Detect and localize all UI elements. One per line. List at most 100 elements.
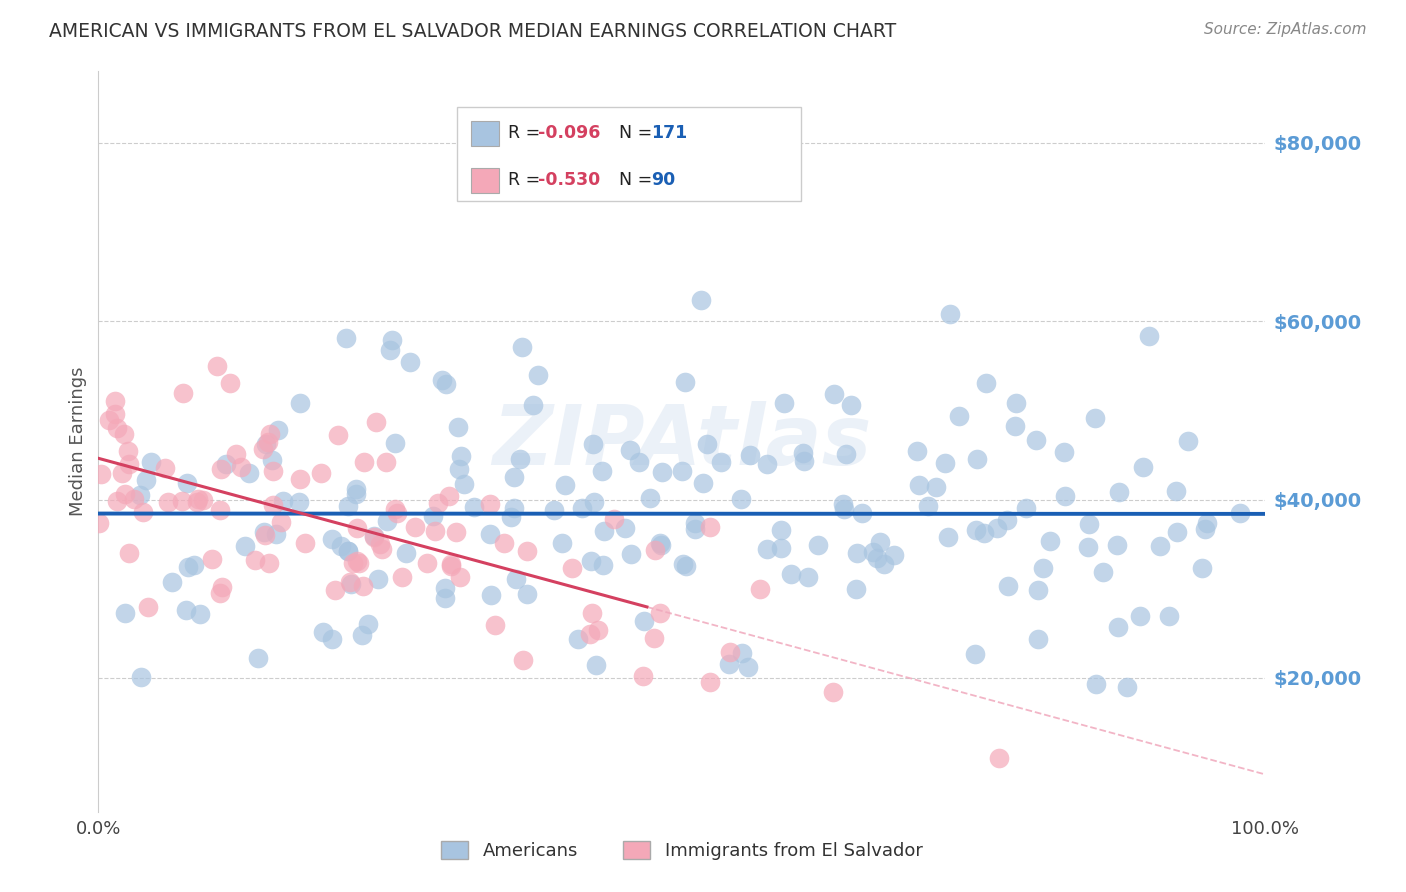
Point — [177, 559, 200, 574]
Point — [717, 657, 740, 672]
Point — [357, 617, 380, 632]
Point — [384, 502, 406, 516]
Point — [104, 407, 127, 421]
Point — [288, 472, 311, 486]
Point — [270, 515, 292, 529]
Point — [342, 556, 364, 570]
Point — [769, 523, 792, 537]
Point — [153, 460, 176, 475]
Point — [675, 558, 697, 573]
Point — [172, 494, 194, 508]
Text: N =: N = — [619, 171, 658, 189]
Point — [692, 475, 714, 490]
Point — [257, 556, 280, 570]
Point — [492, 536, 515, 550]
Point — [346, 487, 368, 501]
Text: N =: N = — [619, 124, 658, 142]
Text: ZIPAtlas: ZIPAtlas — [492, 401, 872, 482]
Point — [440, 558, 463, 573]
Point — [350, 628, 373, 642]
Point — [1105, 538, 1128, 552]
Point — [433, 591, 456, 605]
Point — [111, 466, 134, 480]
Point — [262, 464, 284, 478]
Point — [988, 751, 1011, 765]
Point — [368, 537, 391, 551]
Point — [371, 541, 394, 556]
Point — [374, 454, 396, 468]
Point — [391, 570, 413, 584]
Point — [252, 442, 274, 457]
Point — [346, 521, 368, 535]
Point — [1166, 525, 1188, 540]
Point — [638, 491, 661, 505]
Point — [516, 587, 538, 601]
Point — [938, 307, 960, 321]
Point — [294, 536, 316, 550]
Point — [98, 413, 121, 427]
Point — [219, 376, 242, 390]
Point — [211, 580, 233, 594]
Point — [502, 500, 524, 515]
Point — [188, 607, 211, 621]
Point — [135, 473, 157, 487]
Point — [321, 532, 343, 546]
Point — [183, 558, 205, 572]
Point — [238, 466, 260, 480]
Legend: Americans, Immigrants from El Salvador: Americans, Immigrants from El Salvador — [432, 832, 932, 870]
Point — [208, 503, 231, 517]
Text: -0.096: -0.096 — [538, 124, 600, 142]
Point — [201, 552, 224, 566]
Point — [512, 653, 534, 667]
Point — [209, 461, 232, 475]
Point — [132, 505, 155, 519]
Point — [1084, 411, 1107, 425]
Point — [264, 526, 287, 541]
Point — [377, 514, 399, 528]
Point — [510, 341, 533, 355]
Point — [905, 444, 928, 458]
Point — [965, 647, 987, 661]
Point — [516, 544, 538, 558]
Point — [1177, 434, 1199, 449]
Point — [648, 606, 671, 620]
Point — [505, 572, 527, 586]
Point — [1054, 489, 1077, 503]
Point — [770, 541, 793, 556]
Point — [259, 427, 281, 442]
Point — [1004, 418, 1026, 433]
Point — [948, 409, 970, 423]
Point — [1026, 632, 1049, 646]
Point — [112, 426, 135, 441]
Point — [1164, 483, 1187, 498]
Point — [176, 476, 198, 491]
Point — [807, 538, 830, 552]
Point — [650, 537, 672, 551]
Text: 90: 90 — [651, 171, 675, 189]
Point — [672, 558, 695, 572]
Point — [156, 494, 179, 508]
Point — [737, 659, 759, 673]
Point — [1077, 517, 1099, 532]
Point — [309, 466, 332, 480]
Point — [453, 476, 475, 491]
Point — [439, 489, 461, 503]
Point — [699, 674, 721, 689]
Text: 171: 171 — [651, 124, 688, 142]
Point — [696, 437, 718, 451]
Text: R =: R = — [508, 124, 546, 142]
Point — [207, 359, 229, 374]
Point — [1004, 396, 1026, 410]
Point — [832, 502, 855, 516]
Point — [260, 453, 283, 467]
Point — [773, 396, 796, 410]
Point — [851, 507, 873, 521]
Point — [329, 539, 352, 553]
Point — [367, 572, 389, 586]
Point — [683, 516, 706, 530]
Point — [554, 478, 576, 492]
Point — [214, 458, 236, 472]
Point — [522, 398, 544, 412]
Point — [685, 522, 707, 536]
Point — [797, 570, 820, 584]
